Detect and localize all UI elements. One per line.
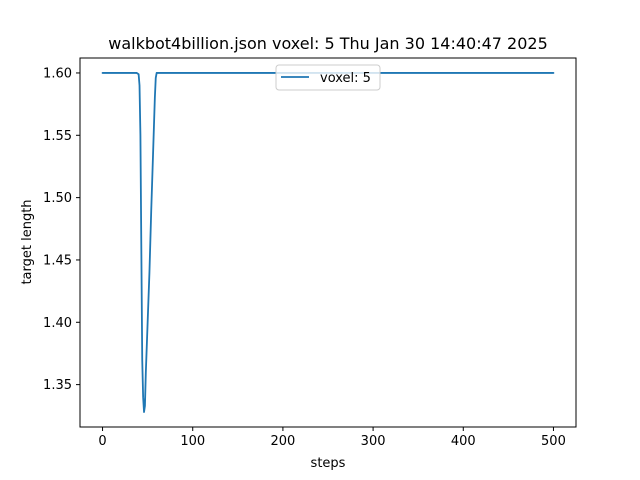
x-axis: 0 100 200 300 400 500 <box>98 427 566 449</box>
chart-title: walkbot4billion.json voxel: 5 Thu Jan 30… <box>108 34 548 53</box>
legend-box <box>275 64 381 91</box>
legend-label: voxel: 5 <box>320 71 371 86</box>
x-tick-label: 0 <box>98 434 106 449</box>
x-axis-label: steps <box>311 456 346 471</box>
y-tick-label: 1.50 <box>43 191 72 206</box>
plot-area <box>101 72 555 413</box>
x-tick-label: 100 <box>180 434 205 449</box>
y-tick-label: 1.40 <box>43 316 72 331</box>
x-tick-label: 200 <box>270 434 295 449</box>
x-tick-label: 300 <box>361 434 386 449</box>
y-tick-label: 1.45 <box>43 253 72 268</box>
y-tick-label: 1.35 <box>43 378 72 393</box>
y-axis-label: target length <box>20 199 35 284</box>
series-line <box>101 72 555 413</box>
x-tick-label: 400 <box>451 434 476 449</box>
y-tick-label: 1.55 <box>43 129 72 144</box>
legend: voxel: 5 <box>275 64 381 91</box>
y-tick-label: 1.60 <box>43 66 72 81</box>
y-axis: 1.35 1.40 1.45 1.50 1.55 1.60 <box>43 66 80 393</box>
x-tick-label: 500 <box>541 434 566 449</box>
axes-frame <box>79 57 577 428</box>
